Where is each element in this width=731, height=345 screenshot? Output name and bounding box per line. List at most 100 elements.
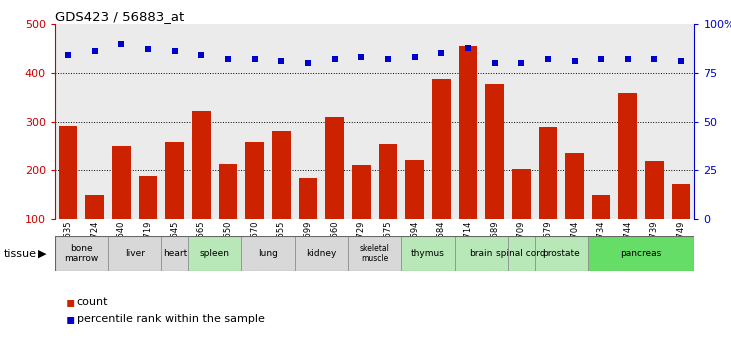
Text: count: count	[77, 297, 108, 307]
Point	[276, 58, 287, 64]
Bar	[135, 24, 162, 219]
Text: liver: liver	[125, 249, 145, 258]
Point	[595, 57, 607, 62]
Bar	[615, 24, 641, 219]
Bar	[485, 83, 504, 268]
Bar	[458, 46, 477, 268]
Bar	[352, 166, 371, 268]
Point	[489, 60, 501, 66]
Bar	[512, 169, 531, 268]
Text: ▪: ▪	[66, 312, 75, 326]
Point	[329, 57, 341, 62]
Point	[196, 52, 208, 58]
Text: lung: lung	[258, 249, 278, 258]
Bar	[192, 111, 211, 268]
Point	[249, 57, 260, 62]
Point	[515, 60, 527, 66]
Text: spleen: spleen	[200, 249, 230, 258]
Point	[115, 41, 127, 47]
Text: thymus: thymus	[411, 249, 445, 258]
Bar	[379, 144, 397, 268]
Bar	[108, 236, 162, 271]
Text: ▪: ▪	[66, 295, 75, 309]
Bar	[86, 195, 104, 268]
Text: ▶: ▶	[38, 249, 47, 258]
Bar	[219, 165, 238, 268]
Bar	[432, 79, 450, 268]
Bar	[645, 161, 664, 268]
Bar	[165, 142, 184, 268]
Bar	[108, 24, 135, 219]
Text: tissue: tissue	[4, 249, 37, 258]
Text: GDS423 / 56883_at: GDS423 / 56883_at	[55, 10, 184, 23]
Text: percentile rank within the sample: percentile rank within the sample	[77, 314, 265, 324]
Bar	[295, 24, 322, 219]
Bar	[508, 24, 534, 219]
Text: brain: brain	[469, 249, 493, 258]
Point	[569, 58, 580, 64]
Bar	[162, 24, 188, 219]
Bar	[188, 236, 241, 271]
Bar	[455, 24, 481, 219]
Bar	[641, 24, 668, 219]
Bar	[534, 24, 561, 219]
Point	[542, 57, 553, 62]
Bar	[55, 236, 108, 271]
Text: pancreas: pancreas	[621, 249, 662, 258]
Bar	[401, 236, 455, 271]
Bar	[348, 24, 374, 219]
Bar	[618, 93, 637, 268]
Bar	[455, 236, 508, 271]
Text: spinal cord: spinal cord	[496, 249, 546, 258]
Text: bone
marrow: bone marrow	[64, 244, 99, 263]
Bar	[325, 117, 344, 268]
Bar	[55, 24, 81, 219]
Point	[462, 45, 474, 50]
Point	[302, 60, 314, 66]
Text: kidney: kidney	[306, 249, 336, 258]
Bar	[534, 236, 588, 271]
Bar	[401, 24, 428, 219]
Point	[382, 57, 394, 62]
Bar	[295, 236, 348, 271]
Bar	[81, 24, 108, 219]
Bar	[588, 236, 694, 271]
Bar	[299, 178, 317, 268]
Bar	[561, 24, 588, 219]
Bar	[348, 236, 401, 271]
Bar	[672, 184, 691, 268]
Bar	[588, 24, 615, 219]
Point	[355, 55, 367, 60]
Bar	[668, 24, 694, 219]
Bar	[268, 24, 295, 219]
Text: skeletal
muscle: skeletal muscle	[360, 244, 390, 263]
Point	[622, 57, 634, 62]
Text: heart: heart	[162, 249, 187, 258]
Point	[169, 49, 181, 54]
Point	[143, 47, 154, 52]
Bar	[215, 24, 241, 219]
Point	[648, 57, 660, 62]
Bar	[241, 236, 295, 271]
Point	[436, 51, 447, 56]
Bar	[592, 195, 610, 268]
Bar	[139, 176, 157, 268]
Bar	[481, 24, 508, 219]
Bar	[162, 236, 188, 271]
Bar	[539, 127, 557, 268]
Text: prostate: prostate	[542, 249, 580, 258]
Bar	[272, 131, 291, 268]
Bar	[405, 160, 424, 268]
Point	[409, 55, 420, 60]
Bar	[58, 127, 77, 268]
Bar	[112, 146, 131, 268]
Bar	[246, 142, 264, 268]
Bar	[374, 24, 401, 219]
Point	[62, 52, 74, 58]
Point	[675, 58, 687, 64]
Bar	[508, 236, 534, 271]
Bar	[565, 153, 584, 268]
Bar	[188, 24, 215, 219]
Bar	[428, 24, 455, 219]
Point	[89, 49, 101, 54]
